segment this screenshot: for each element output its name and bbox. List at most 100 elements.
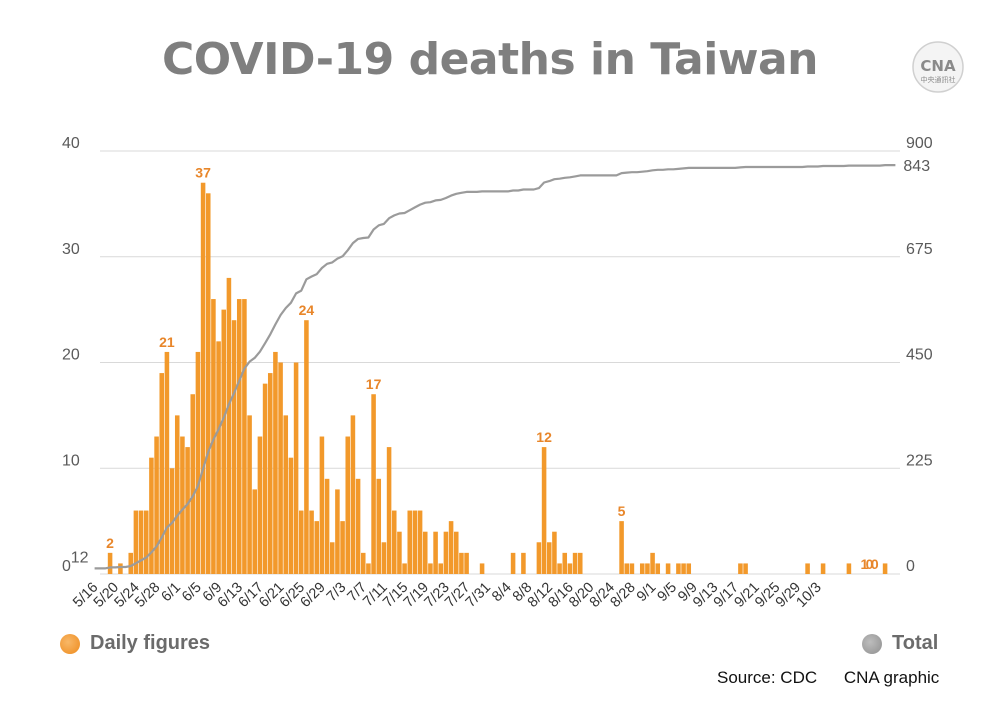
daily-bar [329,542,335,574]
daily-data-label: 1 [861,556,869,572]
daily-bar [174,415,180,574]
daily-bar [236,299,242,574]
daily-bar [190,394,196,574]
daily-bar [185,447,190,574]
legend-daily-label: Daily figures [90,632,211,654]
daily-bar [324,478,330,574]
legend-total: Total [862,632,938,655]
left-tick-label: 30 [62,241,80,258]
daily-bar [273,351,278,574]
daily-bar [650,552,655,574]
daily-bar [278,362,283,574]
x-axis: 5/165/205/245/286/16/56/96/136/176/216/2… [70,580,825,611]
daily-bar [283,415,289,574]
daily-bar [247,415,252,574]
daily-bar [267,373,273,574]
daily-data-label: 37 [195,165,211,181]
total-data-label: 843 [903,158,930,175]
daily-bar [686,563,692,574]
daily-bar [143,510,149,574]
daily-bar [298,510,304,574]
daily-bar [428,563,433,574]
daily-bar [252,489,258,574]
daily-bar [391,510,397,574]
daily-bar [882,563,888,574]
daily-bar [402,563,407,574]
daily-bar [216,341,221,574]
daily-bar [846,563,852,574]
daily-data-label: 0 [871,556,879,572]
daily-bar [453,531,459,574]
daily-bar [577,552,583,574]
daily-bar [567,563,573,574]
daily-bar [340,521,345,574]
daily-bar [820,563,826,574]
daily-bar [541,447,547,574]
daily-bar [639,563,645,574]
daily-bar [438,563,444,574]
daily-bar [386,447,392,574]
daily-bar [309,510,314,574]
daily-bar [366,563,371,574]
daily-bar [360,552,366,574]
daily-bar [149,457,154,574]
right-tick-label: 900 [906,135,933,152]
daily-bar [335,489,340,574]
legend-total-label: Total [892,632,939,654]
daily-bar [738,563,743,574]
daily-bar [676,563,681,574]
legend-total-swatch [862,633,882,654]
daily-data-label: 17 [366,376,382,392]
daily-bar [443,531,449,574]
daily-bar [665,563,671,574]
daily-bar [293,362,299,574]
daily-bar [805,563,810,574]
daily-bar [355,478,361,574]
daily-bar [743,563,748,574]
daily-bar [464,552,469,574]
daily-bar [433,531,438,574]
daily-bar [417,510,423,574]
daily-bar [407,510,413,574]
daily-bar [345,436,351,574]
daily-data-label: 5 [618,503,626,519]
right-tick-label: 450 [906,347,933,364]
x-tick-label: 10/3 [793,580,824,611]
daily-bar [412,510,418,574]
daily-bar [645,563,650,574]
total-line-group [94,164,896,570]
daily-bar [231,320,237,574]
left-y-axis: 0 10 20 30 40 [62,135,80,575]
daily-bar [376,478,382,574]
daily-bar [211,299,216,574]
daily-bar [314,521,320,574]
daily-bar [226,277,232,574]
daily-bar [521,552,526,574]
total-data-label: 12 [71,549,89,566]
daily-bar [510,552,516,574]
daily-data-label: 0 [866,556,874,572]
daily-bar [195,351,201,574]
source-text: Source: CDC [717,668,818,687]
left-tick-label: 40 [62,135,80,152]
right-tick-label: 225 [906,452,933,469]
daily-data-label: 2 [106,535,114,551]
logo-text: 中央通訊社 [921,75,956,84]
daily-bar [536,542,542,574]
daily-bar [288,457,294,574]
daily-bar [655,563,661,574]
daily-bar [257,436,263,574]
daily-bar [154,436,159,574]
right-tick-label: 675 [906,241,933,258]
daily-bar [138,510,144,574]
daily-bar [118,563,123,574]
daily-bar [552,531,557,574]
daily-bar [205,193,211,575]
daily-bar [221,309,227,574]
left-tick-label: 20 [62,347,80,364]
left-tick-label: 10 [62,452,80,469]
credit-text: CNA graphic [843,668,940,687]
legend-daily-swatch [60,633,80,654]
